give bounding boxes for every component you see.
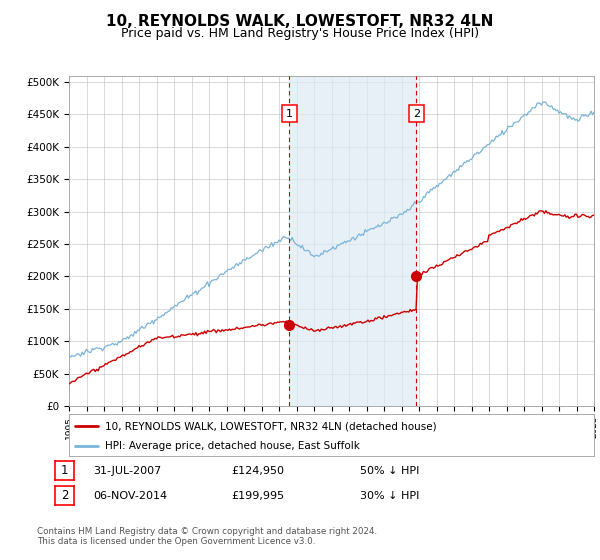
- Text: 31-JUL-2007: 31-JUL-2007: [93, 466, 161, 476]
- Text: 10, REYNOLDS WALK, LOWESTOFT, NR32 4LN: 10, REYNOLDS WALK, LOWESTOFT, NR32 4LN: [106, 14, 494, 29]
- Text: 2: 2: [413, 109, 420, 119]
- Text: Contains HM Land Registry data © Crown copyright and database right 2024.
This d: Contains HM Land Registry data © Crown c…: [37, 527, 377, 546]
- Text: 10, REYNOLDS WALK, LOWESTOFT, NR32 4LN (detached house): 10, REYNOLDS WALK, LOWESTOFT, NR32 4LN (…: [105, 421, 436, 431]
- Text: £199,995: £199,995: [231, 491, 284, 501]
- Text: 2: 2: [61, 489, 68, 502]
- Text: £124,950: £124,950: [231, 466, 284, 476]
- Bar: [289, 76, 416, 406]
- Text: 06-NOV-2014: 06-NOV-2014: [93, 491, 167, 501]
- Text: 50% ↓ HPI: 50% ↓ HPI: [360, 466, 419, 476]
- Text: 1: 1: [61, 464, 68, 478]
- Text: 30% ↓ HPI: 30% ↓ HPI: [360, 491, 419, 501]
- Text: HPI: Average price, detached house, East Suffolk: HPI: Average price, detached house, East…: [105, 441, 359, 451]
- Text: 1: 1: [286, 109, 293, 119]
- Text: Price paid vs. HM Land Registry's House Price Index (HPI): Price paid vs. HM Land Registry's House …: [121, 27, 479, 40]
